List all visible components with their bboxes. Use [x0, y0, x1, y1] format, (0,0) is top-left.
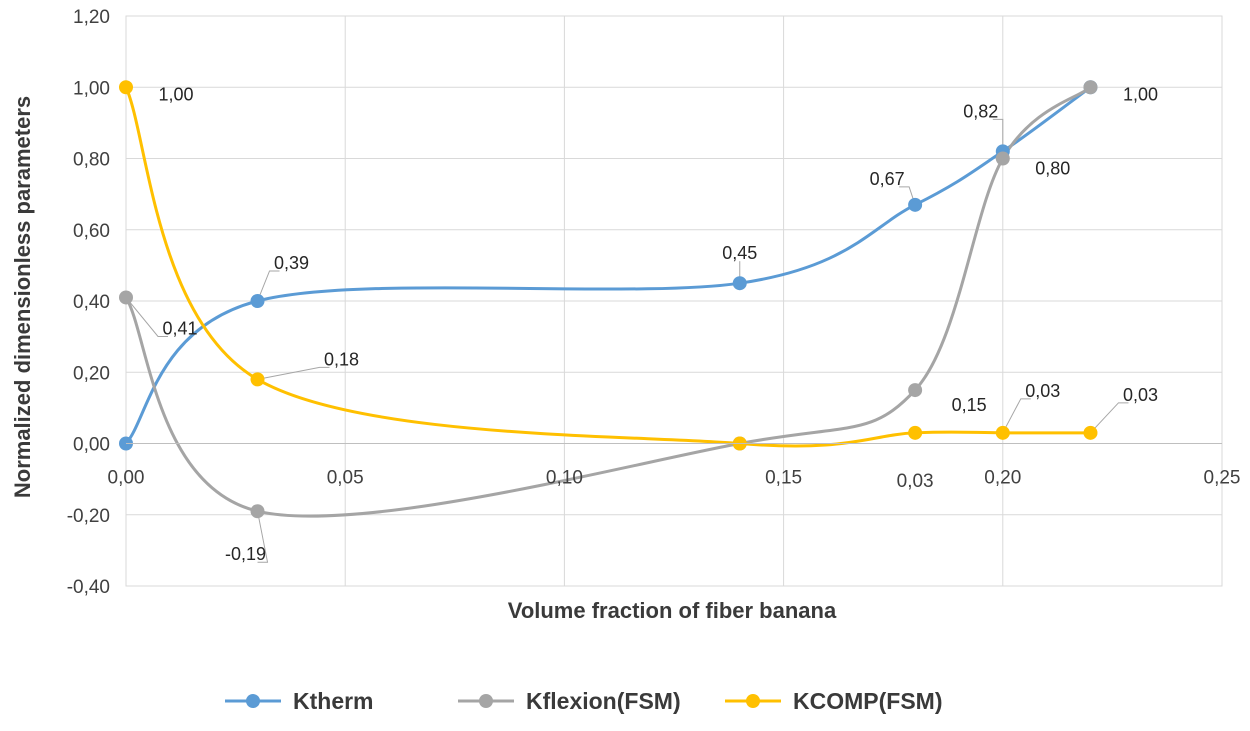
data-label-KCOMP(FSM): 0,03 — [1123, 385, 1158, 405]
series-lines — [124, 85, 1092, 518]
data-point-Kflexion(FSM) — [250, 504, 265, 519]
legend-label-Kflexion(FSM): Kflexion(FSM) — [526, 688, 681, 714]
data-point-KCOMP(FSM) — [1083, 425, 1098, 440]
y-tick-label: 0,20 — [73, 363, 110, 384]
data-point-KCOMP(FSM) — [250, 372, 265, 387]
y-tick-label: -0,20 — [67, 506, 110, 527]
data-label-Ktherm: 0,67 — [870, 169, 905, 189]
data-point-Ktherm — [250, 294, 265, 308]
data-point-Kflexion(FSM) — [119, 290, 133, 305]
grid — [125, 15, 1223, 587]
data-point-Ktherm — [908, 197, 923, 212]
label-leader — [1090, 402, 1129, 434]
y-tick-label: 0,80 — [73, 150, 110, 171]
data-point-KCOMP(FSM) — [119, 80, 133, 95]
data-label-Ktherm: 0,45 — [722, 243, 757, 263]
legend-label-KCOMP(FSM): KCOMP(FSM) — [793, 688, 942, 714]
label-leader — [257, 366, 330, 380]
data-label-KCOMP(FSM): 1,00 — [158, 84, 193, 104]
label-leader — [992, 118, 1004, 152]
legend: Ktherm Kflexion(FSM) KCOMP(FSM) — [225, 688, 942, 714]
series-line-Ktherm — [124, 85, 1092, 445]
data-label-Kflexion(FSM): 1,00 — [1123, 84, 1158, 104]
data-point-KCOMP(FSM) — [995, 425, 1010, 440]
legend-label-Ktherm: Ktherm — [293, 688, 374, 714]
legend-marker-Kflexion(FSM) — [479, 694, 493, 708]
data-label-Ktherm: 0,39 — [274, 253, 309, 273]
label-leader — [1002, 398, 1031, 434]
series-line-Kflexion(FSM) — [124, 85, 1092, 518]
y-tick-label: 1,00 — [73, 78, 110, 99]
x-tick-label: 0,15 — [765, 468, 802, 489]
x-tick-label: 0,20 — [984, 468, 1021, 489]
axes: -0,40 -0,20 0,00 0,20 0,40 0,60 0,80 1,00 1,20 0,… — [67, 7, 1241, 598]
data-point-Kflexion(FSM) — [1083, 80, 1098, 95]
data-label-KCOMP(FSM): 0,03 — [1025, 381, 1060, 401]
series-line-KCOMP(FSM) — [124, 85, 1092, 448]
data-point-Kflexion(FSM) — [995, 151, 1010, 166]
y-tick-label: 0,40 — [73, 292, 110, 313]
data-label-Kflexion(FSM): 0,15 — [952, 395, 987, 415]
x-tick-label: 0,25 — [1204, 468, 1241, 489]
legend-marker-Ktherm — [246, 694, 260, 708]
x-tick-label: 0,10 — [546, 468, 583, 489]
label-leader — [257, 270, 280, 302]
data-point-Kflexion(FSM) — [908, 383, 923, 398]
label-leader — [257, 511, 269, 563]
y-tick-label: 0,00 — [73, 435, 110, 456]
data-labels: 0,39 0,45 0,67 0,82 0,41 -0,19 0,15 0,80 1,00 1,0… — [158, 84, 1158, 564]
data-label-KCOMP(FSM): 0,18 — [324, 349, 359, 369]
data-point-KCOMP(FSM) — [908, 425, 923, 440]
legend-marker-KCOMP(FSM) — [746, 694, 760, 708]
data-label-Kflexion(FSM): 0,41 — [162, 318, 197, 338]
data-point-Ktherm — [732, 276, 747, 291]
y-tick-label: 1,20 — [73, 7, 110, 28]
label-leaders — [125, 118, 1129, 563]
y-tick-label: 0,60 — [73, 221, 110, 242]
y-tick-label: -0,40 — [67, 577, 110, 598]
data-label-Ktherm: 0,82 — [963, 101, 998, 121]
data-label-Kflexion(FSM): -0,19 — [225, 544, 266, 564]
y-axis-title: Normalized dimensionless parameters — [10, 96, 35, 498]
data-label-Kflexion(FSM): 0,80 — [1035, 159, 1070, 179]
x-tick-label: 0,05 — [327, 468, 364, 489]
label-leader — [125, 297, 168, 337]
x-axis-annotation: 0,03 — [897, 471, 934, 492]
x-axis-title: Volume fraction of fiber banana — [508, 598, 837, 623]
x-tick-label: 0,00 — [108, 468, 145, 489]
